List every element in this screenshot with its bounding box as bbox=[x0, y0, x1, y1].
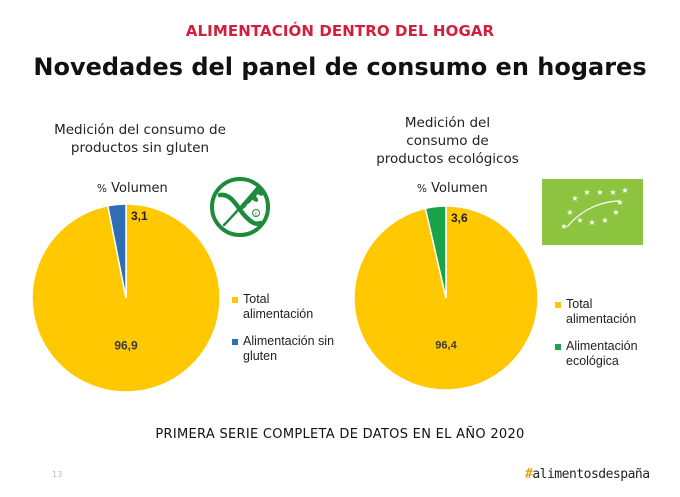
brand-hash: # bbox=[525, 467, 533, 482]
chart-title-line: productos sin gluten bbox=[70, 140, 210, 156]
svg-text:★: ★ bbox=[621, 186, 628, 195]
pie-slice-sin-gluten bbox=[106, 203, 127, 299]
svg-text:★: ★ bbox=[609, 188, 616, 197]
legend-label: alimentación bbox=[566, 312, 637, 326]
legend-label: Total bbox=[566, 297, 593, 311]
legend-swatch-blue bbox=[232, 339, 238, 345]
page-title: Novedades del panel de consumo en hogare… bbox=[33, 53, 647, 81]
legend-label: alimentación bbox=[243, 307, 314, 321]
chart-title-line: consumo de bbox=[406, 133, 489, 149]
svg-text:★: ★ bbox=[612, 208, 619, 217]
legend-swatch-yellow bbox=[232, 297, 238, 303]
unit-prefix: % bbox=[417, 183, 427, 195]
svg-text:c: c bbox=[255, 212, 258, 218]
data-label-sin-gluten: 3,1 bbox=[131, 209, 148, 223]
legend-label: Total bbox=[243, 292, 270, 306]
legend-item-ecologica: Alimentación ecológica bbox=[555, 339, 665, 369]
chart-title-eco: Medición del consumo de productos ecológ… bbox=[360, 114, 535, 168]
brand-text: alimentosdespaña bbox=[532, 467, 650, 482]
svg-text:★: ★ bbox=[583, 188, 590, 197]
unit-label-gluten: % Volumen bbox=[97, 181, 168, 196]
section-title: ALIMENTACIÓN DENTRO DEL HOGAR bbox=[185, 22, 495, 40]
chart-title-line: productos ecológicos bbox=[376, 151, 519, 167]
legend-label: gluten bbox=[243, 349, 278, 363]
chart-title-line: Medición del consumo de bbox=[54, 122, 226, 138]
gluten-free-crossed-grain-icon: c bbox=[210, 177, 270, 237]
svg-text:★: ★ bbox=[560, 222, 567, 231]
footer-note: PRIMERA SERIE COMPLETA DE DATOS EN EL AÑ… bbox=[155, 427, 525, 442]
svg-text:★: ★ bbox=[601, 216, 608, 225]
brand-logo: #alimentosdespaña bbox=[525, 467, 650, 482]
data-label-total: 96,4 bbox=[435, 340, 457, 352]
legend-item-total: Total alimentación bbox=[232, 292, 342, 322]
legend-label: Alimentación sin bbox=[243, 334, 335, 348]
legend-item-sin-gluten: Alimentación sin gluten bbox=[232, 334, 342, 364]
svg-text:★: ★ bbox=[616, 198, 623, 207]
pie-slice-ecologica bbox=[424, 205, 447, 299]
legend-label: ecológica bbox=[566, 354, 619, 368]
svg-text:★: ★ bbox=[566, 208, 573, 217]
page-number: 13 bbox=[52, 470, 63, 479]
chart-title-gluten: Medición del consumo de productos sin gl… bbox=[20, 121, 260, 157]
eu-organic-leaf-icon: ★★ ★ ★ ★★ ★★★ ★★★ bbox=[542, 179, 643, 245]
unit-text: Volumen bbox=[431, 181, 488, 196]
legend-item-total: Total alimentación bbox=[555, 297, 665, 327]
legend-swatch-yellow bbox=[555, 302, 561, 308]
legend-label: Alimentación bbox=[566, 339, 638, 353]
data-label-total: 96,9 bbox=[114, 339, 138, 353]
legend-swatch-green bbox=[555, 344, 561, 350]
pie-chart-eco: 96,4 3,6 bbox=[353, 205, 539, 391]
svg-text:★: ★ bbox=[588, 218, 595, 227]
unit-text: Volumen bbox=[111, 181, 168, 196]
pie-chart-gluten: 96,9 3,1 bbox=[31, 203, 221, 393]
unit-prefix: % bbox=[97, 183, 107, 195]
svg-text:★: ★ bbox=[576, 216, 583, 225]
chart-title-line: Medición del bbox=[404, 115, 491, 131]
svg-text:★: ★ bbox=[571, 194, 578, 203]
svg-text:★: ★ bbox=[596, 188, 603, 197]
data-label-ecologica: 3,6 bbox=[451, 211, 468, 225]
unit-label-eco: % Volumen bbox=[417, 181, 488, 196]
legend-eco: Total alimentación Alimentación ecológic… bbox=[555, 297, 665, 381]
legend-gluten: Total alimentación Alimentación sin glut… bbox=[232, 292, 342, 376]
